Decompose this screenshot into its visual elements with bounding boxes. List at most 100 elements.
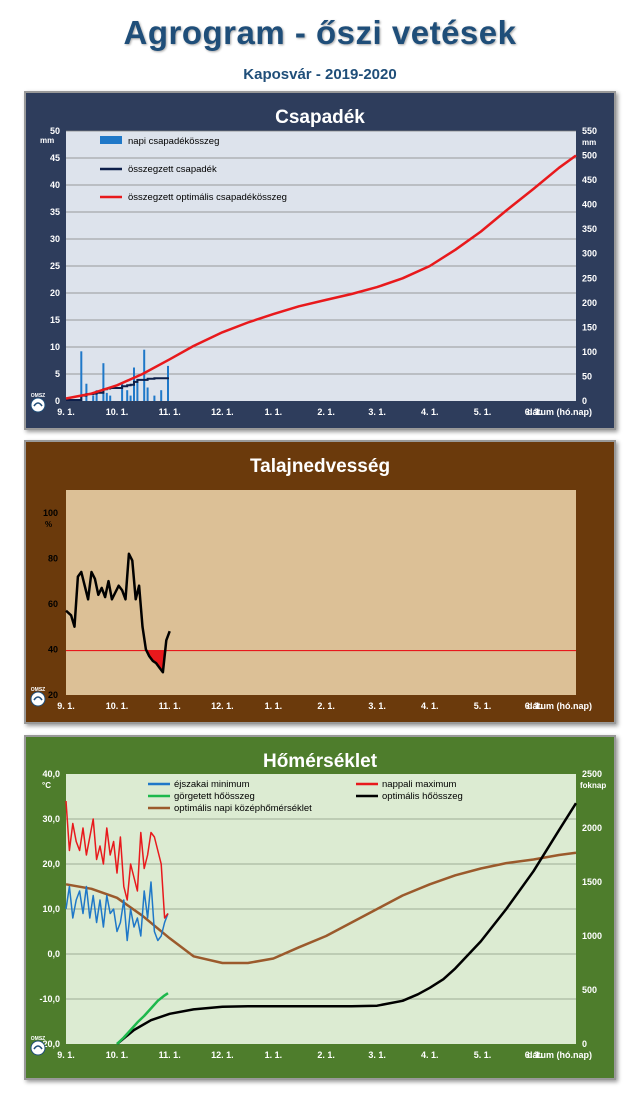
logo-text: OMSZ (31, 393, 45, 399)
y2-tick-label: 100 (582, 347, 597, 357)
day-maximum-line (65, 800, 169, 919)
y2-tick-label: 200 (582, 298, 597, 308)
precip-bar (146, 387, 149, 401)
x-tick-label: 9. 1. (57, 701, 75, 711)
y2-tick-label: 50 (582, 371, 592, 381)
y-tick-label: 40 (50, 180, 60, 190)
y2-tick-label: 150 (582, 322, 597, 332)
precip-bar (80, 351, 83, 401)
y-tick-label: 25 (50, 261, 60, 271)
legend-label: összegzett optimális csapadékösszeg (128, 192, 287, 203)
x-tick-label: 4. 1. (421, 407, 439, 417)
precip-bar (95, 390, 98, 401)
y-tick-label: 10 (50, 342, 60, 352)
x-tick-label: 4. 1. (421, 1050, 439, 1060)
y-tick-label: 20,0 (42, 859, 60, 869)
y-tick-label: 35 (50, 207, 60, 217)
x-tick-label: 5. 1. (474, 1050, 492, 1060)
x-tick-label: 3. 1. (368, 1050, 386, 1060)
x-tick-label: 10. 1. (106, 701, 129, 711)
y2-tick-label: 2500 (582, 769, 602, 779)
y-axis-unit: °C (42, 781, 51, 790)
y-tick-label: 20 (48, 690, 58, 700)
precip-bar (136, 379, 139, 401)
logo-text: OMSZ (31, 1036, 45, 1042)
y2-tick-label: 250 (582, 273, 597, 283)
precip-bar (167, 365, 169, 401)
soil-moisture-chart: Talajnedvesség 20 40 60 80 100% 9. 1. 10. 1. 11.… (26, 442, 614, 722)
logo-wave-icon (33, 1045, 43, 1050)
y-tick-label: 30 (50, 234, 60, 244)
precipitation-panel: Csapadék 0 5 10 15 20 25 30 35 40 45 50 0 50 100 150 200… (24, 91, 616, 430)
soil-moisture-panel: Talajnedvesség 20 40 60 80 100% 9. 1. 10. 1. 11.… (24, 440, 616, 724)
x-axis-label: dátum (hó.nap) (527, 407, 592, 417)
y-tick-label: 30,0 (42, 814, 60, 824)
y2-axis-unit: foknap (580, 781, 606, 790)
plot-area (66, 490, 576, 695)
y-tick-label: 45 (50, 153, 60, 163)
y-tick-label: 40,0 (42, 769, 60, 779)
legend-label: optimális napi középhőmérséklet (174, 803, 312, 814)
precip-bar (121, 382, 124, 401)
temperature-panel: Hőmérséklet -20,0 -10,0 0,0 10,0 20,0 30,0 40,0… (24, 735, 616, 1080)
optimal-daily-mean-line (65, 851, 577, 965)
y2-tick-label: 1000 (582, 931, 602, 941)
x-tick-label: 11. 1. (159, 407, 181, 417)
soil-moisture-line (65, 552, 171, 674)
precip-bar (129, 395, 132, 401)
y2-tick-label: 500 (582, 151, 597, 161)
y-axis-unit: mm (40, 136, 54, 145)
y-tick-label: 20 (50, 288, 60, 298)
x-tick-label: 4. 1. (421, 701, 439, 711)
y-tick-label: 80 (48, 553, 58, 563)
x-tick-label: 11. 1. (159, 701, 181, 711)
deficit-area (145, 650, 167, 673)
y2-tick-label: 450 (582, 175, 597, 185)
x-tick-label: 5. 1. (474, 407, 492, 417)
y2-tick-label: 1500 (582, 877, 602, 887)
x-tick-label: 5. 1. (474, 701, 492, 711)
x-tick-label: 9. 1. (57, 407, 75, 417)
y-tick-label: -10,0 (39, 994, 60, 1004)
x-axis-label: dátum (hó.nap) (527, 1050, 592, 1060)
legend-label: nappali maximum (382, 779, 457, 790)
precip-bar (126, 390, 129, 401)
y-tick-label: 15 (50, 315, 60, 325)
x-tick-label: 3. 1. (368, 701, 386, 711)
x-tick-label: 6. 1. (525, 407, 543, 417)
y2-tick-label: 0 (582, 1039, 587, 1049)
legend-swatch-bar (100, 136, 122, 144)
logo-wave-icon (33, 696, 43, 701)
y-tick-label: 50 (50, 126, 60, 136)
x-tick-label: 3. 1. (368, 407, 386, 417)
y-axis-unit: % (45, 520, 52, 529)
logo-icon (30, 691, 46, 707)
y-tick-label: 60 (48, 599, 58, 609)
optimal-heat-sum-line (116, 802, 578, 1045)
precip-bar (105, 392, 108, 401)
y2-axis-unit: mm (582, 138, 596, 147)
legend-label: görgetett hőösszeg (174, 791, 255, 802)
rolling-heat-sum-line (116, 992, 169, 1045)
y2-tick-label: 550 (582, 126, 597, 136)
x-axis-label: dátum (hó.nap) (527, 701, 592, 711)
x-tick-label: 2. 1. (317, 701, 335, 711)
y-tick-label: 100 (43, 508, 58, 518)
precip-bar (143, 349, 146, 401)
x-tick-label: 12. 1. (211, 701, 234, 711)
x-tick-label: 1. 1. (265, 407, 283, 417)
precip-bar (85, 383, 88, 401)
logo-wave-icon (33, 402, 43, 407)
y2-tick-label: 500 (582, 985, 597, 995)
x-tick-label: 11. 1. (159, 1050, 181, 1060)
x-tick-label: 1. 1. (265, 701, 283, 711)
precip-bar (109, 395, 112, 401)
x-tick-label: 12. 1. (211, 1050, 234, 1060)
x-tick-label: 6. 1. (525, 1050, 543, 1060)
optimal-cumulative-precip-line (65, 154, 577, 400)
x-tick-label: 10. 1. (106, 1050, 129, 1060)
precipitation-chart: Csapadék05101520253035404550050100150200… (26, 93, 614, 428)
y2-tick-label: 400 (582, 200, 597, 210)
y2-tick-label: 2000 (582, 823, 602, 833)
legend-label: napi csapadékösszeg (128, 136, 219, 147)
